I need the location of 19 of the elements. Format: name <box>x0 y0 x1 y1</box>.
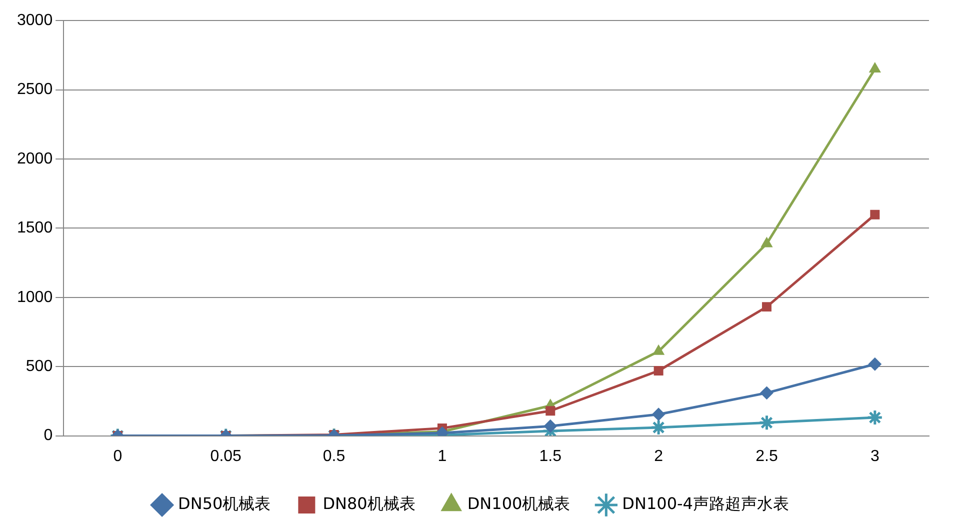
y-tick-label: 3000 <box>17 12 53 30</box>
x-tick-label: 0 <box>113 448 122 465</box>
legend-label: DN100机械表 <box>467 494 570 514</box>
y-tick-label: 1000 <box>17 288 53 306</box>
y-tick-label: 2500 <box>17 81 53 98</box>
y-tick-label: 1500 <box>17 220 53 237</box>
x-tick-label: 1.5 <box>539 448 562 465</box>
legend-label: DN50机械表 <box>178 494 271 514</box>
x-tick-label: 2 <box>654 448 664 465</box>
x-tick-label: 2.5 <box>756 448 778 465</box>
legend-label: DN100-4声路超声水表 <box>622 494 789 514</box>
x-tick-label: 0.5 <box>322 448 346 465</box>
y-tick-label: 2000 <box>17 150 53 168</box>
x-tick-label: 1 <box>438 448 447 465</box>
legend-label: DN80机械表 <box>322 494 416 514</box>
x-tick-label: 0.05 <box>210 448 242 465</box>
x-tick-label: 3 <box>870 448 880 465</box>
y-tick-label: 500 <box>26 358 53 376</box>
y-tick-label: 0 <box>44 427 53 444</box>
